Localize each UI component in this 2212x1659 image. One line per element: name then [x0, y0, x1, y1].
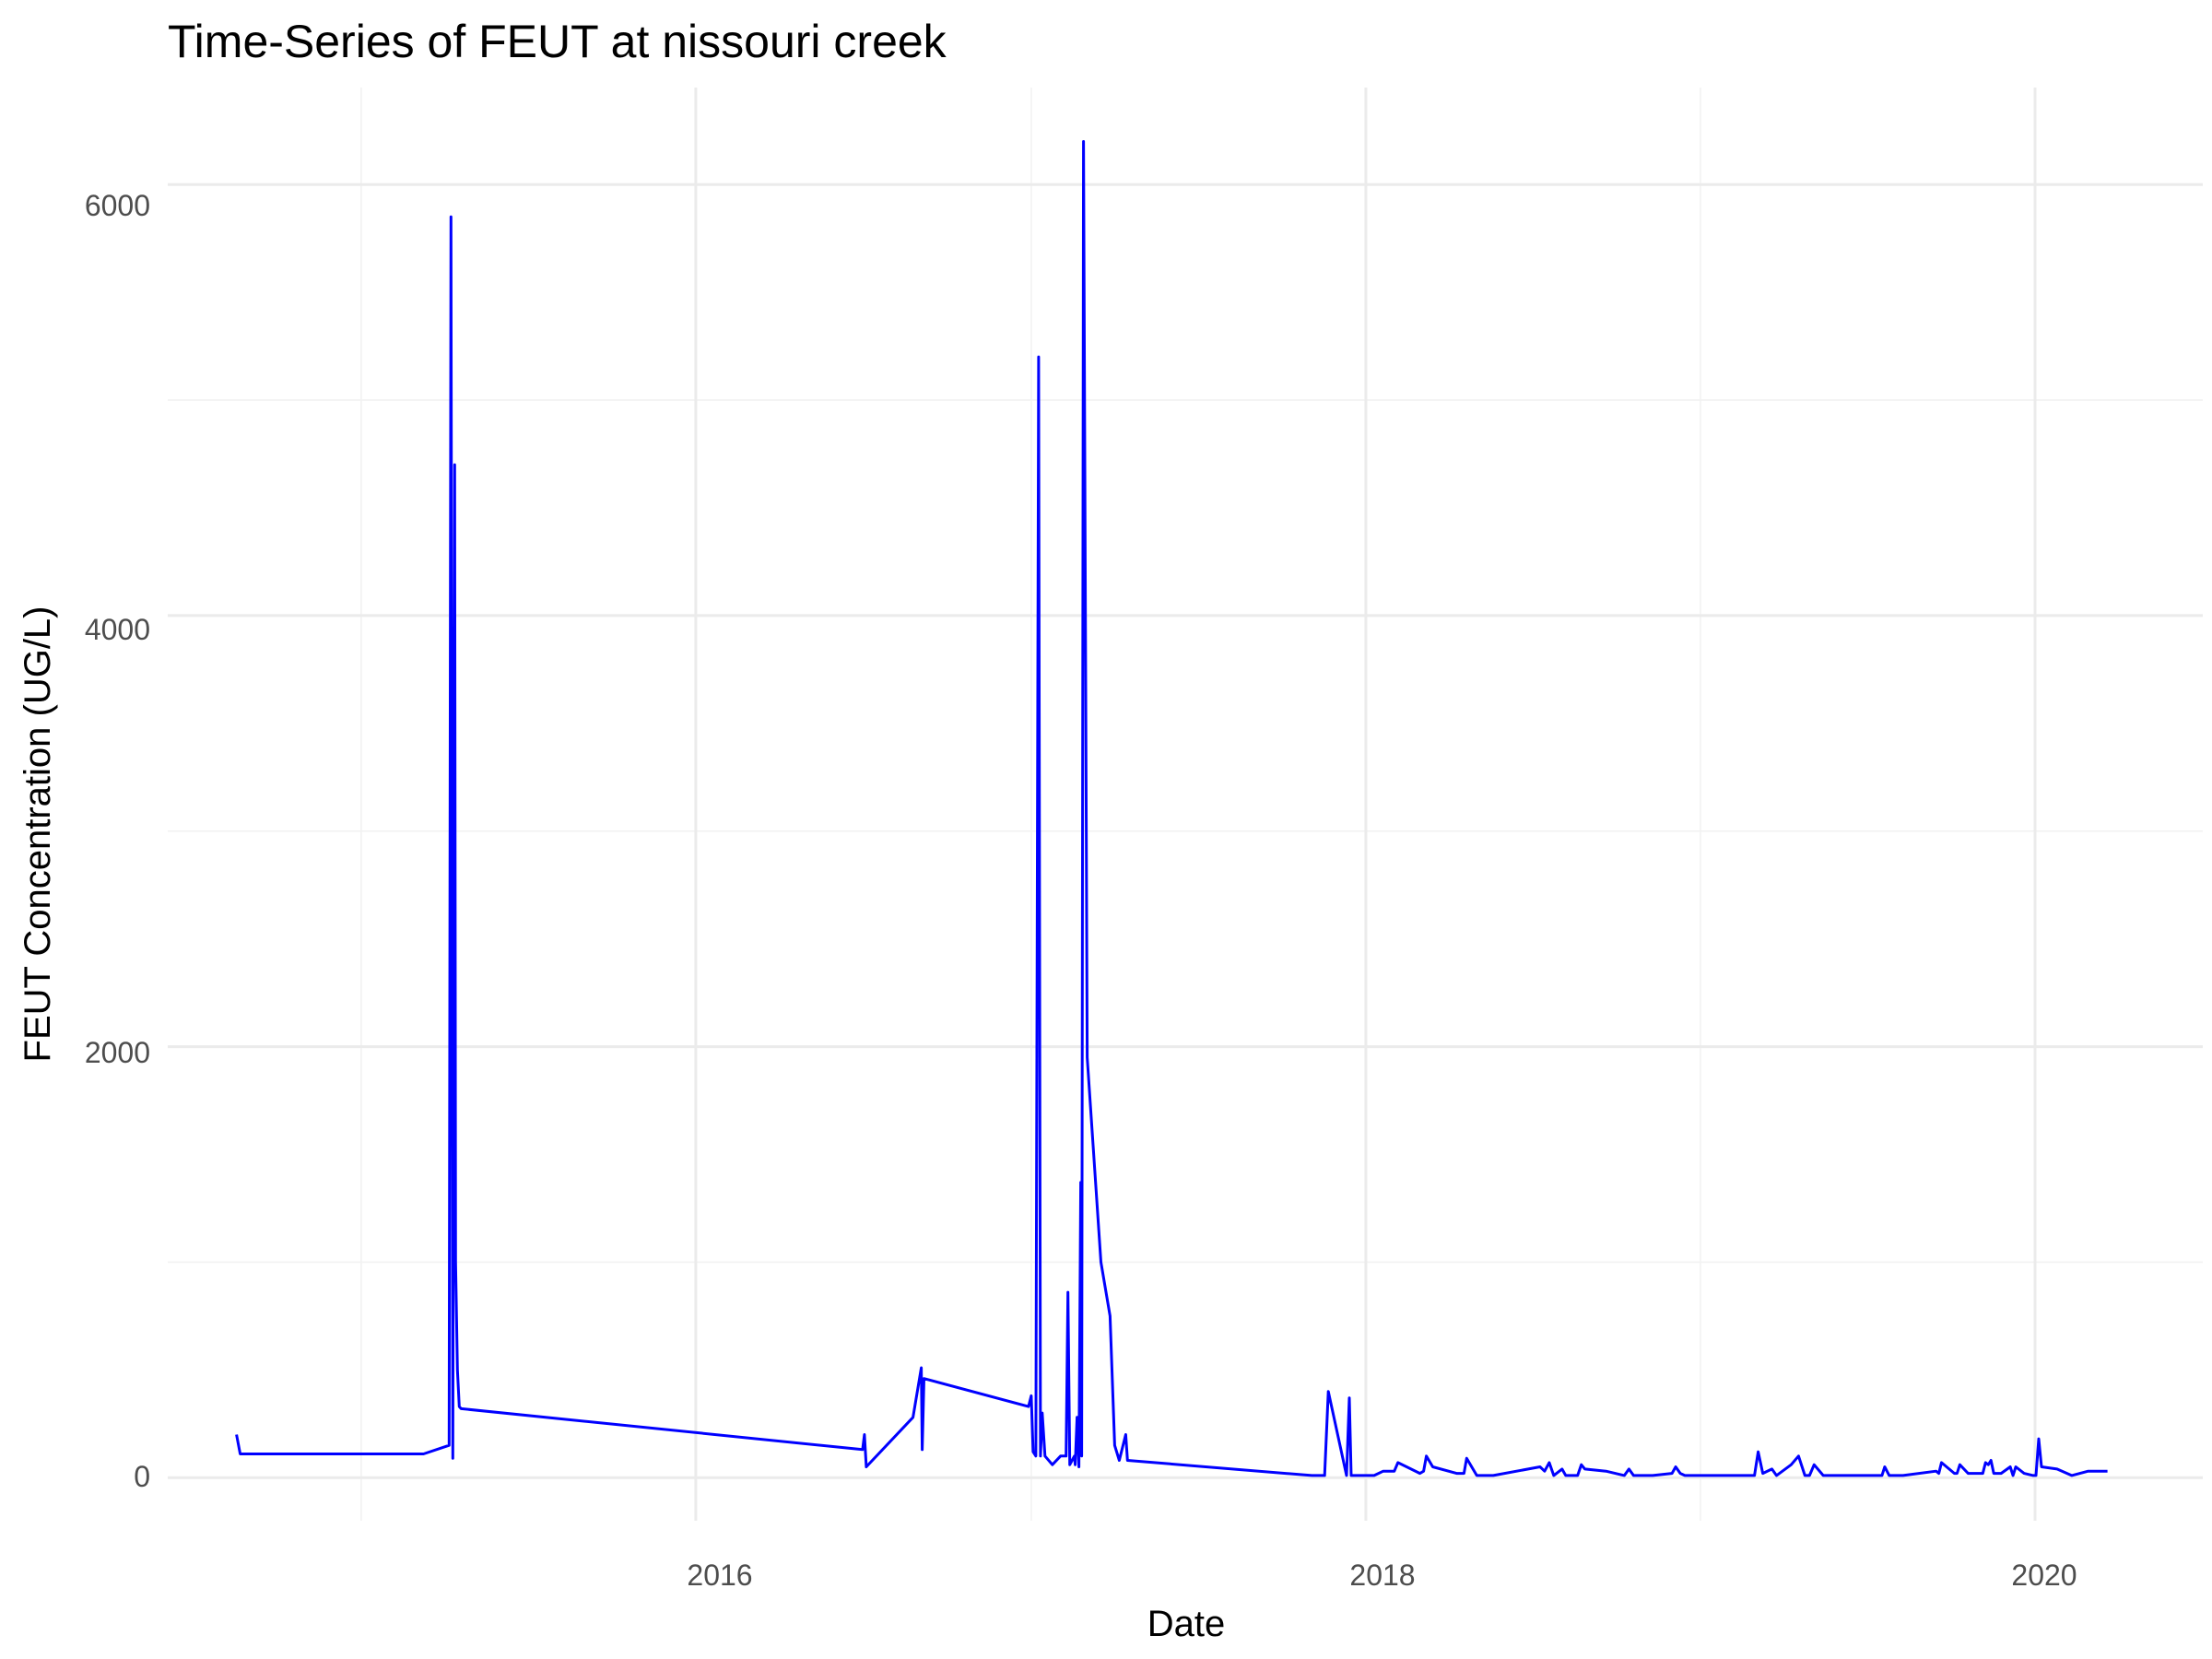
series-layer	[235, 140, 2108, 1477]
x-tick-label-2020: 2020	[2011, 1559, 2077, 1592]
y-tick-label-0: 0	[134, 1460, 150, 1493]
y-tick-label-4000: 4000	[85, 613, 150, 646]
x-tick-label-2016: 2016	[687, 1559, 752, 1592]
x-axis-title: Date	[1147, 1604, 1226, 1644]
major-gridlines-y	[168, 182, 2203, 1479]
chart-title: Time-Series of FEUT at nissouri creek	[168, 16, 947, 67]
minor-gridlines-y	[168, 399, 2203, 1264]
y-tick-label-2000: 2000	[85, 1036, 150, 1069]
series-line-0	[235, 140, 2108, 1477]
minor-gridlines-x	[360, 88, 1701, 1521]
y-tick-label-6000: 6000	[85, 189, 150, 222]
y-axis-title: FEUT Concentration (UG/L)	[18, 606, 58, 1063]
major-gridlines-x	[694, 88, 2037, 1521]
x-tick-label-2018: 2018	[1349, 1559, 1415, 1592]
